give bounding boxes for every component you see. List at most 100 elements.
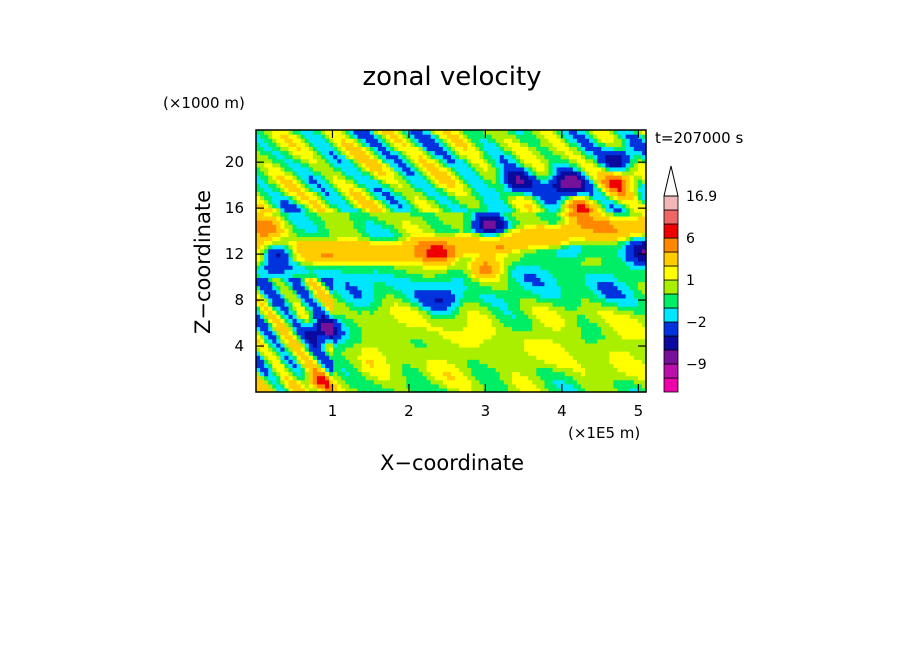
field-cell — [511, 154, 517, 160]
field-cell — [548, 285, 554, 291]
field-cell — [260, 273, 265, 278]
field-cell — [341, 379, 346, 385]
field-cell — [564, 314, 570, 319]
field-cell — [459, 252, 464, 258]
field-cell — [333, 297, 338, 303]
field-cell — [373, 293, 379, 299]
field-cell — [544, 338, 550, 344]
field-cell — [373, 301, 379, 307]
field-cell — [507, 154, 513, 160]
field-cell — [284, 293, 290, 299]
field-cell — [373, 228, 379, 233]
field-cell — [528, 187, 533, 193]
field-cell — [544, 170, 550, 176]
field-cell — [337, 346, 342, 352]
field-cell — [288, 330, 294, 336]
field-cell — [337, 367, 342, 373]
field-cell — [337, 228, 342, 233]
field-cell — [422, 338, 428, 344]
field-cell — [475, 326, 481, 332]
field-cell — [532, 252, 537, 258]
field-cell — [418, 244, 424, 250]
field-cell — [511, 195, 517, 201]
field-cell — [398, 187, 403, 193]
field-cell — [446, 236, 452, 242]
field-cell — [503, 215, 509, 221]
field-cell — [536, 383, 541, 389]
field-cell — [390, 301, 395, 307]
field-cell — [288, 256, 294, 262]
field-cell — [381, 342, 387, 348]
field-cell — [369, 346, 375, 352]
field-cell — [296, 330, 302, 336]
field-cell — [475, 215, 481, 221]
field-cell — [321, 301, 326, 307]
field-cell — [446, 138, 452, 143]
field-cell — [304, 187, 310, 193]
field-cell — [300, 322, 306, 328]
field-cell — [386, 244, 391, 250]
field-cell — [528, 342, 533, 348]
field-cell — [304, 228, 310, 233]
field-cell — [337, 183, 342, 188]
field-cell — [442, 297, 448, 303]
field-cell — [272, 318, 277, 324]
field-cell — [426, 179, 432, 184]
field-cell — [337, 130, 342, 135]
field-cell — [499, 383, 505, 389]
field-cell — [532, 248, 537, 254]
field-cell — [316, 310, 322, 315]
field-cell — [495, 166, 501, 172]
field-cell — [507, 215, 513, 221]
field-cell — [264, 383, 269, 389]
field-cell — [341, 383, 346, 389]
field-cell — [260, 277, 265, 283]
field-cell — [316, 363, 322, 369]
field-cell — [556, 342, 562, 348]
field-cell — [467, 297, 472, 303]
field-cell — [471, 191, 476, 197]
field-cell — [316, 306, 322, 311]
field-cell — [260, 387, 265, 393]
field-cell — [438, 158, 444, 164]
field-cell — [321, 342, 326, 348]
field-cell — [390, 142, 395, 147]
field-cell — [390, 383, 395, 389]
field-cell — [467, 314, 472, 319]
field-cell — [308, 220, 314, 225]
field-cell — [381, 306, 387, 311]
field-cell — [312, 187, 318, 193]
field-cell — [442, 383, 448, 389]
field-cell — [329, 150, 334, 156]
field-cell — [511, 301, 517, 307]
field-cell — [300, 338, 306, 344]
field-cell — [451, 150, 456, 156]
field-cell — [268, 175, 273, 180]
field-cell — [365, 256, 371, 262]
field-cell — [414, 142, 420, 147]
field-cell — [548, 371, 554, 377]
field-cell — [511, 220, 517, 225]
field-cell — [568, 256, 574, 262]
field-cell — [438, 277, 444, 283]
field-cell — [483, 142, 489, 147]
field-cell — [442, 310, 448, 315]
field-cell — [446, 265, 452, 270]
field-cell — [288, 273, 294, 278]
field-cell — [564, 346, 570, 352]
field-cell — [467, 207, 472, 213]
field-cell — [487, 142, 493, 147]
field-cell — [487, 195, 493, 201]
field-cell — [410, 363, 416, 369]
field-cell — [434, 342, 440, 348]
field-cell — [357, 289, 363, 295]
field-cell — [373, 203, 379, 209]
field-cell — [402, 191, 407, 197]
field-cell — [503, 322, 509, 328]
field-cell — [345, 154, 351, 160]
field-cell — [475, 183, 481, 188]
field-cell — [548, 375, 554, 381]
field-cell — [446, 367, 452, 373]
field-cell — [430, 142, 436, 147]
field-cell — [325, 334, 330, 340]
